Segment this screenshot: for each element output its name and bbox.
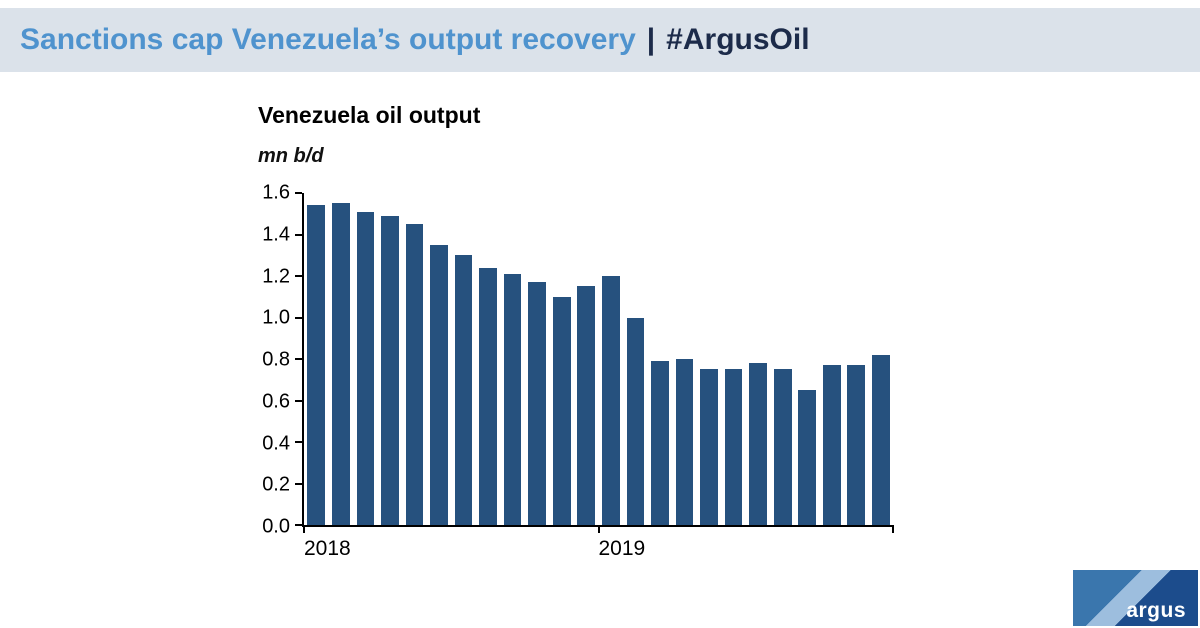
chart-title: Venezuela oil output: [258, 102, 481, 128]
bar-slot: [525, 193, 550, 525]
plot-area: 2018 2019: [295, 192, 894, 560]
bar-slot: [697, 193, 722, 525]
bar-slot: [353, 193, 378, 525]
y-axis-tick-mark: [295, 192, 302, 194]
bar: [872, 354, 890, 525]
y-axis-tick-mark: [295, 399, 302, 402]
bar: [651, 361, 669, 525]
y-axis-tick-label: 1.6: [262, 181, 290, 204]
bar: [626, 317, 645, 525]
bar: [356, 211, 375, 525]
y-axis-tick-mark: [295, 316, 302, 319]
y-axis-tick-mark: [295, 358, 302, 360]
chart-unit-label: mn b/d: [258, 145, 324, 167]
bar: [405, 224, 424, 525]
y-axis-labels: 1.6 1.4 1.2 1.0 0.8 0.6 0.4 0.2 0.0: [222, 182, 290, 538]
bar-slot: [451, 193, 476, 525]
y-axis-tick-label: 1.0: [262, 306, 290, 329]
bar-slot: [672, 193, 697, 525]
y-axis-tick-label: 0.0: [262, 515, 290, 538]
y-axis-tick-label: 0.2: [262, 473, 290, 496]
y-axis-tick-mark: [295, 482, 302, 485]
page-title: Sanctions cap Venezuela’s output recover…: [20, 25, 810, 55]
y-axis-tick-mark: [295, 275, 302, 277]
bar-slot: [549, 193, 574, 525]
title-hashtag: #ArgusOil: [666, 23, 810, 56]
x-axis-tick-mark: [597, 525, 600, 533]
bar: [700, 369, 718, 525]
x-axis-tick-mark: [892, 525, 894, 533]
bar-slot: [770, 193, 795, 525]
bar-slot: [427, 193, 452, 525]
bar: [381, 215, 399, 525]
bar: [773, 369, 792, 525]
bar: [749, 363, 767, 525]
bar: [724, 369, 743, 525]
bar: [602, 276, 620, 525]
bar-slot: [329, 193, 354, 525]
bar-slot: [648, 193, 673, 525]
bar: [675, 359, 694, 525]
header-banner: Sanctions cap Venezuela’s output recover…: [0, 8, 1200, 72]
bar-slot: [599, 193, 624, 525]
x-axis-tick-label: 2019: [598, 537, 646, 560]
bar: [503, 273, 522, 525]
y-axis-tick-mark: [295, 524, 302, 526]
bar-slot: [402, 193, 427, 525]
bar: [552, 296, 571, 525]
x-axis-tick-mark: [303, 525, 305, 533]
bar: [479, 267, 497, 525]
bar-slot: [795, 193, 820, 525]
bar-slot: [844, 193, 869, 525]
bar: [307, 205, 326, 525]
bar-slot: [500, 193, 525, 525]
bar-slot: [819, 193, 844, 525]
y-axis-tick-label: 0.8: [262, 348, 290, 371]
bar: [331, 203, 350, 525]
bar: [822, 365, 841, 525]
title-main: Sanctions cap Venezuela’s output recover…: [20, 23, 636, 56]
x-axis-tick-label: 2018: [304, 537, 351, 560]
bar: [847, 365, 866, 525]
bar: [430, 244, 448, 525]
bar-slot: [378, 193, 403, 525]
bar: [528, 282, 547, 525]
bar-slot: [623, 193, 648, 525]
bar: [798, 390, 817, 525]
bar-slot: [746, 193, 771, 525]
bar-slot: [304, 193, 329, 525]
bars: [304, 193, 893, 525]
argus-logo: argus: [1073, 570, 1198, 626]
bar-slot: [574, 193, 599, 525]
y-axis-tick-label: 1.2: [262, 265, 290, 287]
bar-slot: [869, 193, 894, 525]
y-axis-tick-label: 0.4: [262, 432, 290, 454]
y-axis-tick-label: 0.6: [262, 390, 290, 413]
title-separator: |: [646, 23, 656, 56]
bar: [577, 286, 596, 525]
y-axis-tick-mark: [295, 441, 302, 443]
bar: [454, 255, 473, 525]
bar-slot: [721, 193, 746, 525]
y-axis-tick-label: 1.4: [262, 223, 290, 246]
bar-slot: [476, 193, 501, 525]
argus-logo-text: argus: [1126, 599, 1186, 622]
x-axis-labels: 2018 2019: [304, 525, 893, 565]
y-axis-tick-mark: [295, 233, 302, 236]
